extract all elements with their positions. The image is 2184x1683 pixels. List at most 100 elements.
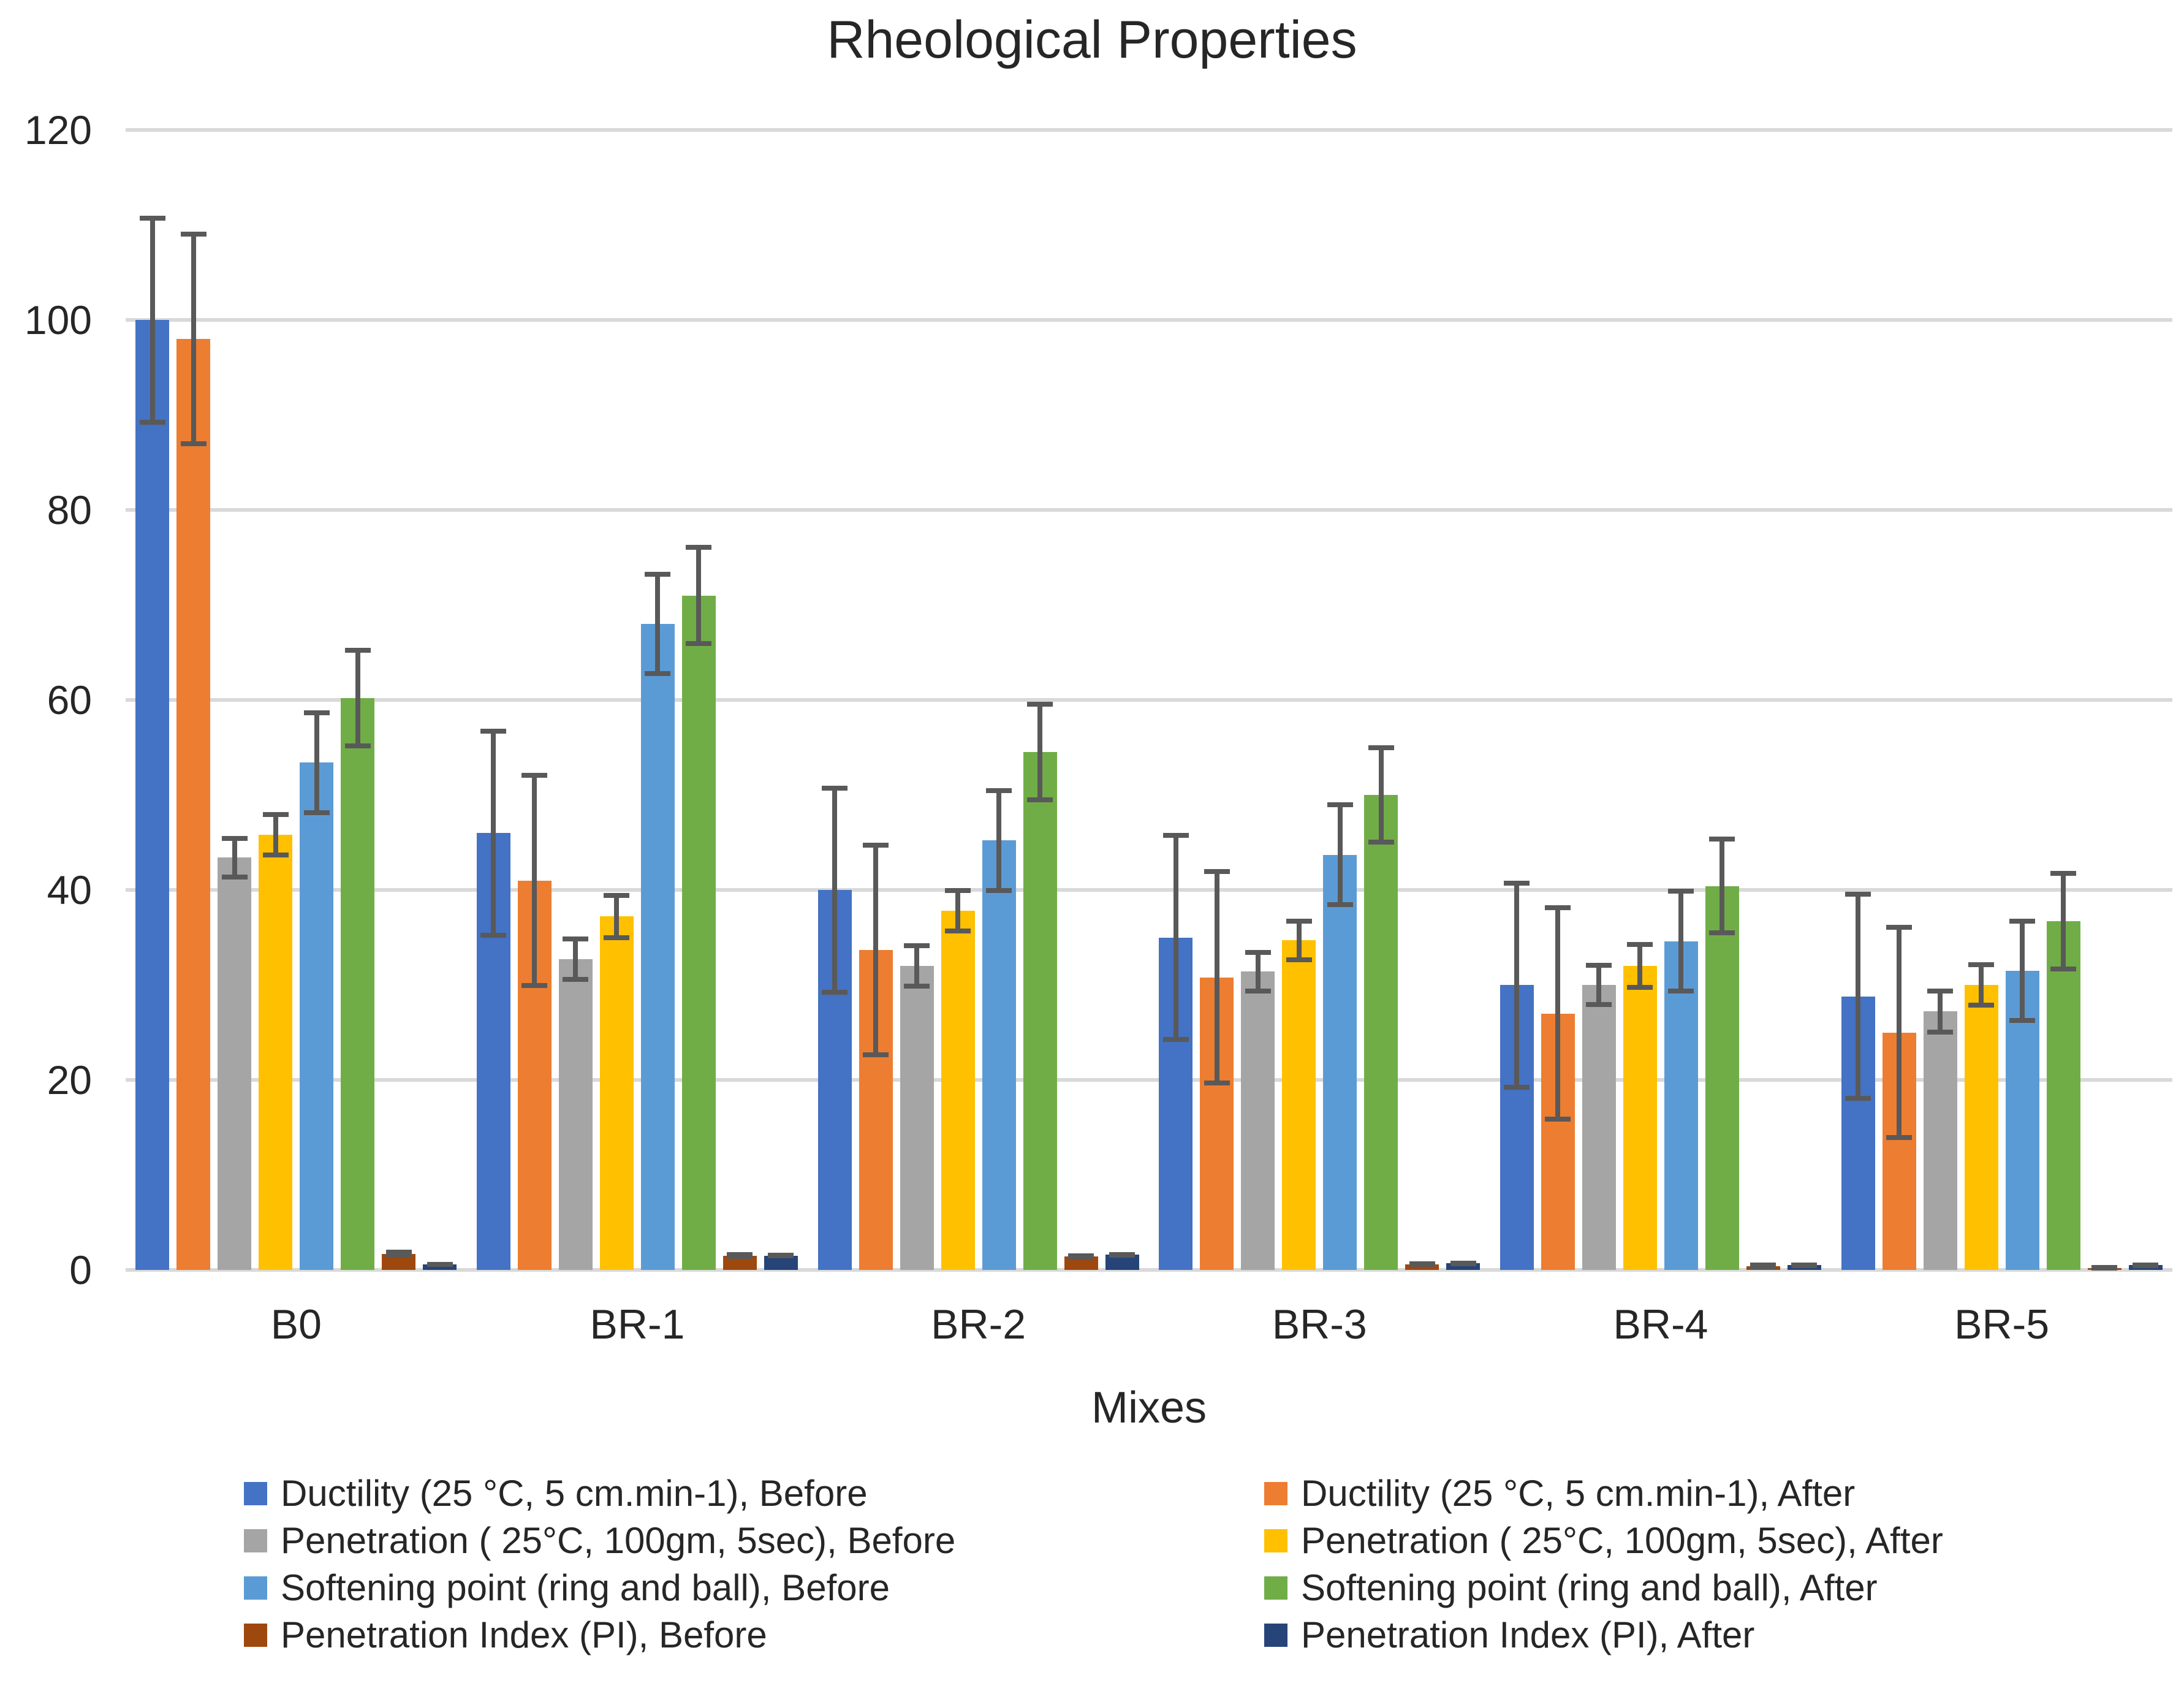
error-bar — [1504, 880, 1530, 1090]
bar-slot — [2005, 130, 2039, 1270]
bar — [1582, 985, 1616, 1270]
legend-label: Penetration ( 25°C, 100gm, 5sec), Before — [281, 1520, 956, 1561]
x-tick-label: BR-3 — [1272, 1301, 1367, 1348]
gridline — [126, 888, 2172, 892]
error-bar-line — [996, 788, 1002, 893]
bar-slot — [1023, 130, 1057, 1270]
bar — [1446, 1263, 1481, 1270]
error-bar-line — [614, 892, 620, 941]
bar — [681, 595, 716, 1270]
error-bar — [986, 788, 1012, 893]
legend-label: Penetration ( 25°C, 100gm, 5sec), After — [1301, 1520, 1943, 1561]
bar-group-BR-4 — [1490, 130, 1832, 1270]
legend-item: Softening point (ring and ball), Before — [244, 1564, 955, 1611]
legend-swatch — [244, 1576, 267, 1600]
error-bar — [604, 892, 630, 941]
error-bar-cap-bottom — [863, 1052, 889, 1057]
bar-slot — [599, 130, 634, 1270]
error-bar-line — [832, 785, 838, 995]
error-bar-cap-bottom — [986, 887, 1012, 893]
error-bar-cap-bottom — [945, 929, 971, 934]
legend-column-left: Ductility (25 °C, 5 cm.min-1), Before Pen… — [244, 1470, 955, 1658]
error-bar-cap-top — [1886, 925, 1913, 930]
bar — [1023, 752, 1057, 1270]
bar — [1323, 854, 1357, 1270]
error-bar — [1245, 949, 1271, 993]
error-bar-line — [1938, 989, 1943, 1035]
x-tick-label: BR-1 — [590, 1301, 685, 1348]
error-bar — [1450, 1260, 1476, 1266]
legend-label: Ductility (25 °C, 5 cm.min-1), Before — [281, 1473, 868, 1514]
error-bar — [1286, 918, 1312, 962]
error-bar-cap-bottom — [1668, 988, 1694, 993]
error-bar — [645, 571, 671, 677]
error-bar-line — [191, 231, 196, 447]
bar-group-BR-1 — [467, 130, 808, 1270]
legend-swatch — [1264, 1529, 1287, 1552]
error-bar-cap-top — [344, 647, 371, 653]
bar-slot — [722, 130, 757, 1270]
bar-slot — [1664, 130, 1698, 1270]
error-bar — [2091, 1265, 2118, 1271]
error-bar-cap-top — [303, 710, 330, 716]
error-bar — [427, 1261, 453, 1267]
error-bar-cap-top — [221, 835, 248, 841]
bar-slot — [558, 130, 593, 1270]
error-bar-line — [1596, 963, 1602, 1007]
error-bar — [1327, 802, 1353, 907]
error-bar-cap-bottom — [180, 441, 207, 447]
bar-slot — [259, 130, 293, 1270]
error-bar-cap-bottom — [1027, 797, 1053, 803]
error-bar — [563, 936, 589, 982]
bar-slot — [1841, 130, 1875, 1270]
x-axis-labels: B0 BR-1 BR-2 BR-3 BR-4 BR-5 — [126, 1301, 2172, 1348]
error-bar — [1968, 962, 1995, 1008]
gridline — [126, 128, 2172, 132]
error-bar — [1845, 892, 1871, 1101]
bar-slot — [300, 130, 334, 1270]
error-bar-cap-top — [1545, 905, 1571, 910]
error-bar — [1109, 1252, 1136, 1258]
error-bar-cap-top — [945, 887, 971, 893]
bar-slot — [681, 130, 716, 1270]
bar — [900, 966, 934, 1270]
error-bar — [945, 887, 971, 934]
bar-slot — [941, 130, 975, 1270]
error-bar — [768, 1253, 794, 1259]
error-bar-line — [491, 728, 496, 938]
bar-slot — [900, 130, 934, 1270]
x-tick-label: BR-4 — [1613, 1301, 1708, 1348]
bar — [1664, 941, 1698, 1270]
error-bar-cap-bottom — [1627, 984, 1653, 990]
error-bar-line — [1337, 802, 1343, 907]
error-bar-cap-bottom — [1927, 1029, 1954, 1035]
legend-label: Penetration Index (PI), After — [1301, 1614, 1755, 1655]
error-bar — [1545, 905, 1571, 1122]
error-bar — [521, 773, 548, 988]
error-bar — [1668, 889, 1694, 993]
legend-item: Penetration Index (PI), Before — [244, 1611, 955, 1658]
y-tick-label: 120 — [24, 107, 92, 153]
bar — [640, 624, 675, 1270]
error-bar — [904, 943, 930, 989]
error-bar-line — [1296, 918, 1302, 962]
error-bar-cap-top — [1968, 962, 1995, 967]
bar — [1964, 985, 1998, 1270]
bar-slot — [1541, 130, 1575, 1270]
error-bar-cap-top — [986, 788, 1012, 794]
error-bar-cap-top — [563, 936, 589, 941]
error-bar-cap-bottom — [2009, 1018, 2036, 1023]
error-bar-cap-top — [1286, 918, 1312, 924]
legend-item: Penetration ( 25°C, 100gm, 5sec), After — [1264, 1517, 1943, 1564]
legend-swatch — [1264, 1623, 1287, 1647]
bar-slot — [1787, 130, 1821, 1270]
error-bar-cap-bottom — [521, 982, 548, 988]
error-bar — [2133, 1262, 2159, 1268]
error-bar-cap-bottom — [1586, 1001, 1612, 1007]
bar-slot — [1882, 130, 1916, 1270]
legend-swatch — [244, 1529, 267, 1552]
error-bar-cap-bottom — [604, 935, 630, 941]
error-bar-cap-top — [1627, 942, 1653, 948]
gridline — [126, 698, 2172, 702]
bar-slot — [423, 130, 457, 1270]
